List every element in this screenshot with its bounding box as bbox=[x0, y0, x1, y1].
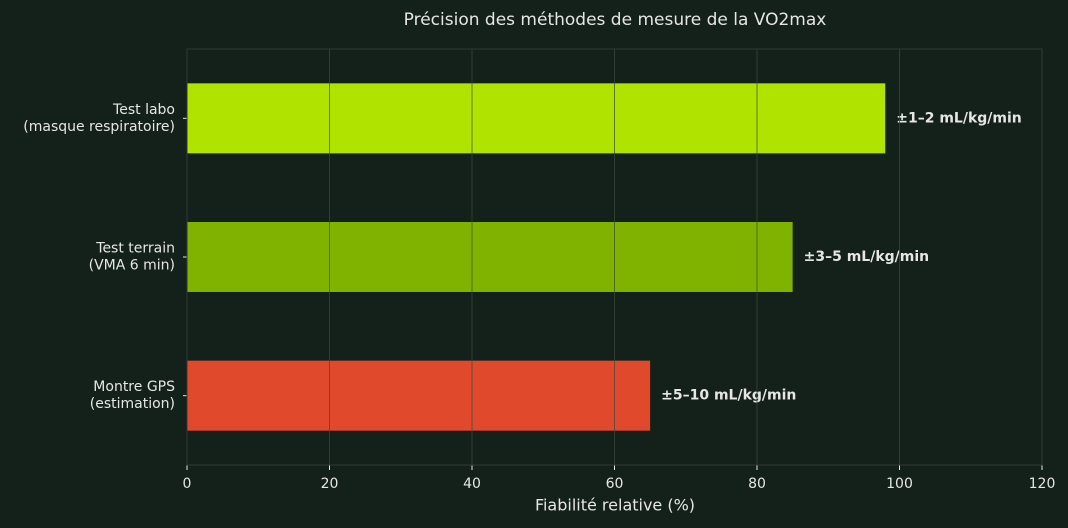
x-tick-label: 60 bbox=[606, 476, 624, 492]
plot-frame bbox=[186, 48, 1043, 466]
x-tick-label: 80 bbox=[748, 476, 766, 492]
y-tick-label: (estimation) bbox=[90, 396, 175, 412]
bar bbox=[187, 222, 793, 292]
x-tick-label: 0 bbox=[183, 476, 192, 492]
x-tick-label: 100 bbox=[886, 476, 913, 492]
bar-annotation: ±3–5 mL/kg/min bbox=[804, 249, 930, 265]
bar bbox=[187, 360, 651, 431]
y-tick-label: (VMA 6 min) bbox=[89, 258, 175, 274]
bar-annotation: ±5–10 mL/kg/min bbox=[661, 388, 796, 404]
x-tick-label: 120 bbox=[1029, 476, 1056, 492]
x-tick-label: 40 bbox=[463, 476, 481, 492]
y-tick-label: Test terrain bbox=[95, 241, 175, 257]
x-axis-label: Fiabilité relative (%) bbox=[535, 496, 695, 515]
bar bbox=[187, 83, 886, 154]
y-tick-label: Test labo bbox=[112, 102, 175, 118]
bar-annotation: ±1–2 mL/kg/min bbox=[896, 110, 1022, 126]
y-tick-label: Montre GPS bbox=[93, 379, 175, 395]
y-tick-label: (masque respiratoire) bbox=[23, 119, 175, 135]
x-tick-label: 20 bbox=[321, 476, 339, 492]
chart-title: Précision des méthodes de mesure de la V… bbox=[404, 10, 827, 30]
